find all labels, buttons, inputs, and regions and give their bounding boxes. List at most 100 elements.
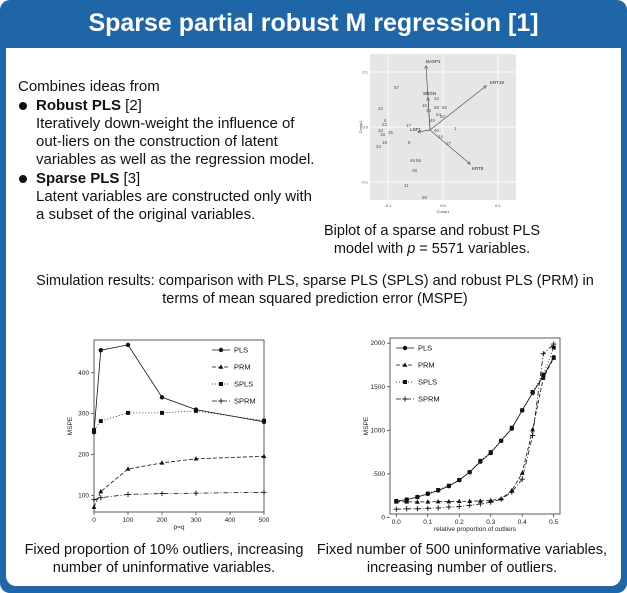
data-point-sprm [540,351,546,357]
biplot-point-label: 23 [382,122,388,127]
biplot-vector [429,86,486,131]
legend-entry-spls: SPLS [212,380,253,389]
data-point-sprm [414,506,420,512]
biplot-point-label: 52 [440,114,446,119]
data-point-sprm [393,506,399,512]
bullet-head-robust-pls: Robust PLS [36,97,121,114]
y-tick-label: 300 [78,411,89,418]
intro-lead: Combines ideas from [18,78,160,95]
biplot-point-label: 45 [430,118,436,123]
bullet-dot-icon [19,102,27,110]
x-tick-label: 400 [225,517,236,524]
intro-section: Combines ideas from Robust PLS [2] Itera… [18,78,318,224]
simulation-summary: Simulation results: comparison with PLS,… [36,273,594,307]
biplot-ytick: 0.0 [362,125,368,130]
x-tick-label: 200 [157,517,168,524]
series-prm [91,453,267,509]
biplot-xtick: 0.0 [440,203,446,208]
plot-frame [93,339,265,513]
data-point-prm [446,498,452,504]
data-point-spls [262,418,266,423]
data-point-prm [125,466,131,471]
biplot-figure: BASP1 KRT19 SRGN KRT8 LSP1 57 42 16 58 60 22 36 236… [358,54,516,214]
biplot-xtick: -0.1 [385,203,393,208]
bullet-desc-robust-pls: Iteratively down-weight the influence of… [36,115,315,168]
series-sprm [393,341,557,512]
bullet-robust-pls: Robust PLS [2] Iteratively down-weight t… [18,97,318,169]
biplot-xtick: 0.1 [495,203,501,208]
data-point-sprm [125,491,131,497]
data-point-sprm [435,505,441,511]
poster-title: Sparse partial robust M regression [1] [88,9,539,37]
legend-label: PRM [234,363,251,372]
legend-entry-pls: PLS [212,346,248,355]
biplot-caption-pre: model with [333,241,408,257]
data-point-sprm [467,502,473,508]
x-tick-label: 0 [92,517,96,524]
biplot-ytick: 0.1 [362,70,368,75]
biplot-vector [428,98,431,131]
legend-label: PLS [418,344,432,353]
data-point-spls [404,497,409,502]
y-tick-label: 100 [78,493,89,500]
x-tick-label: 0.2 [455,519,464,526]
y-axis-label: MSPE [67,416,74,435]
y-tick-label: 500 [374,471,385,478]
legend-entry-sprm: SPRM [396,395,440,404]
biplot-point-label: 38 [412,168,418,173]
biplot-point-label: 8 [408,140,411,145]
biplot-vector-label: LSP1 [410,127,422,132]
legend-entry-sprm: SPRM [212,397,256,406]
biplot-point-label: 50 [422,195,428,200]
legend-label: SPLS [234,380,253,389]
bullet-dot-icon [19,175,27,183]
plot-frame [389,337,561,515]
biplot-vector [418,129,431,132]
biplot-vector-label: KRT8 [472,166,484,171]
y-tick-label: 2000 [371,340,386,347]
series-line-sprm [93,491,265,501]
biplot-vector-label: BASP1 [426,59,441,64]
data-point-prm [91,504,97,509]
biplot-point-label: 56 [416,158,422,163]
data-point-prm [159,460,165,465]
data-point-sprm [509,489,515,495]
legend-marker [402,345,408,351]
data-point-sprm [98,495,104,501]
data-point-sprm [530,432,536,439]
data-point-prm [530,426,536,432]
legend-marker [403,380,407,384]
y-tick-label: 400 [78,370,89,377]
data-point-prm [98,488,104,494]
legend-entry-pls: PLS [396,344,432,353]
data-point-prm [435,499,441,504]
data-point-sprm [404,506,410,512]
data-point-spls [126,410,130,415]
legend-marker [218,398,224,404]
data-point-sprm [551,341,557,347]
data-point-spls [92,428,96,433]
y-axis-label: MSPE [363,416,370,435]
legend-label: SPRM [234,397,256,406]
data-point-prm [551,355,557,360]
biplot-vector [429,129,470,164]
legend-marker [218,364,224,369]
legend-marker [219,382,223,386]
caption-right: Fixed number of 500 uninformative variab… [316,542,608,576]
legend-label: SPLS [418,378,437,387]
biplot-caption: Biplot of a sparse and robust PLS model … [308,222,556,258]
x-tick-label: 500 [259,517,270,524]
series-line-prm [93,455,265,508]
data-point-spls [488,450,493,455]
data-point-prm [540,375,546,380]
biplot-point-label: 17 [406,123,412,128]
data-point-prm [477,498,483,503]
biplot-point-label: 34 [376,144,382,149]
data-point-prm [261,453,267,459]
biplot-caption-line1: Biplot of a sparse and robust PLS [323,223,541,239]
data-point-prm [414,499,420,504]
biplot-ylabel: Comp2 [358,120,363,134]
y-tick-label: 200 [78,452,89,459]
bullet-desc-sparse-pls: Latent variables are constructed only wi… [36,188,312,223]
legend-label: SPRM [418,395,440,404]
